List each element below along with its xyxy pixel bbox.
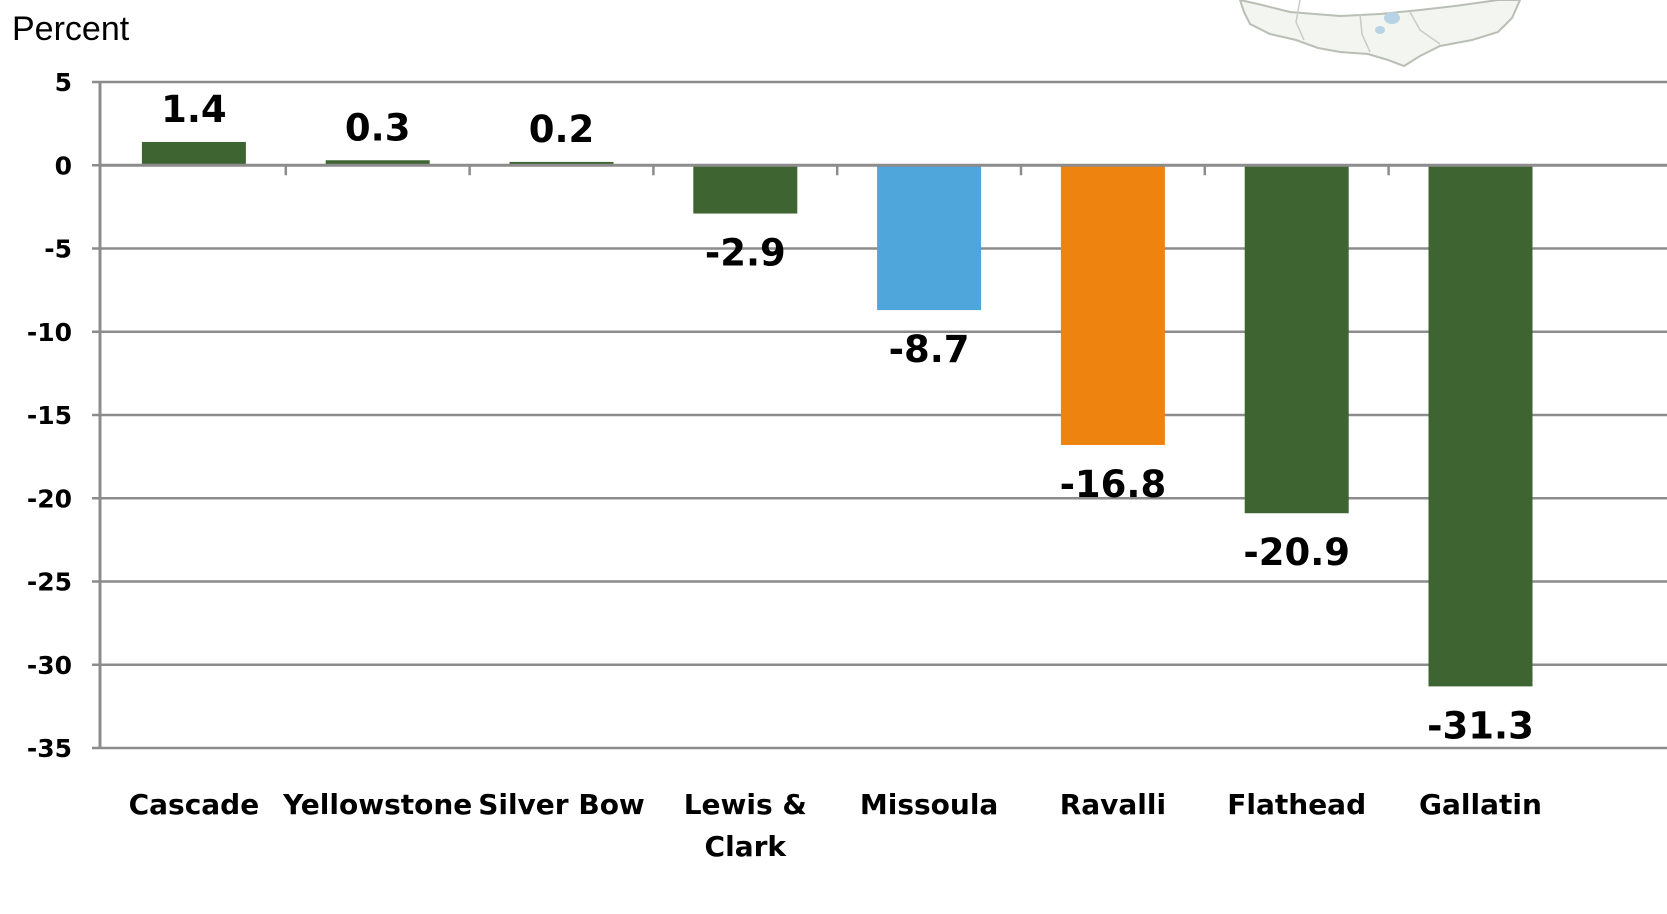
data-label: 1.4: [161, 88, 227, 131]
y-tick-label: 5: [55, 68, 72, 97]
y-tick-label: -25: [27, 568, 72, 597]
category-label-line: Cascade: [129, 788, 260, 821]
data-label: -31.3: [1427, 704, 1534, 747]
axes: [98, 82, 1667, 748]
category-label-line: Missoula: [860, 788, 998, 821]
category-label: Lewis & Clark: [684, 788, 807, 863]
y-tick-label: -15: [27, 401, 72, 430]
data-label: 0.2: [529, 108, 595, 151]
data-label: -16.8: [1060, 463, 1167, 506]
data-labels: 1.4 0.3 0.2 -2.9 -8.7 -16.8 -20.9 -31.3: [161, 88, 1534, 747]
data-label: 0.3: [345, 106, 411, 149]
data-label: -8.7: [889, 328, 970, 371]
y-tick-label: -20: [27, 484, 72, 513]
category-label: Silver Bow: [478, 788, 645, 821]
y-tick-label: -5: [44, 235, 72, 264]
category-label-line: Silver Bow: [478, 788, 645, 821]
bar: [1428, 165, 1533, 687]
bar: [509, 161, 614, 166]
category-label-line: Clark: [705, 830, 788, 863]
data-label: -2.9: [705, 232, 786, 275]
gridlines: [100, 80, 1667, 750]
data-label: -20.9: [1243, 531, 1350, 574]
y-tick-label: -10: [27, 318, 72, 347]
y-axis-title: Percent: [12, 10, 130, 48]
category-label-line: Lewis &: [684, 788, 807, 821]
y-axis-ticks: 5 0 -5 -10 -15 -20 -25 -30 -35: [27, 68, 100, 763]
category-label: Yellowstone: [282, 788, 472, 821]
bar: [693, 165, 798, 214]
category-label: Missoula: [860, 788, 998, 821]
y-tick-label: -30: [27, 651, 72, 680]
category-label-line: Ravalli: [1060, 788, 1166, 821]
bar: [141, 141, 246, 166]
bar: [1244, 165, 1349, 514]
category-label-line: Gallatin: [1419, 788, 1542, 821]
faded-map-graphic: [1238, 0, 1522, 68]
category-label: Gallatin: [1419, 788, 1542, 821]
y-tick-label: -35: [27, 734, 72, 763]
category-labels: Cascade Yellowstone Silver Bow Lewis & Clark…: [129, 788, 1542, 863]
bar: [1060, 165, 1165, 445]
category-label: Cascade: [129, 788, 260, 821]
category-label: Ravalli: [1060, 788, 1166, 821]
category-label: Flathead: [1227, 788, 1366, 821]
bar: [325, 160, 430, 166]
bars: [141, 141, 1533, 687]
category-label-line: Yellowstone: [282, 788, 472, 821]
y-tick-label: 0: [55, 151, 72, 180]
bar: [877, 165, 982, 311]
category-label-line: Flathead: [1227, 788, 1366, 821]
x-axis-ticks: [284, 165, 1390, 176]
